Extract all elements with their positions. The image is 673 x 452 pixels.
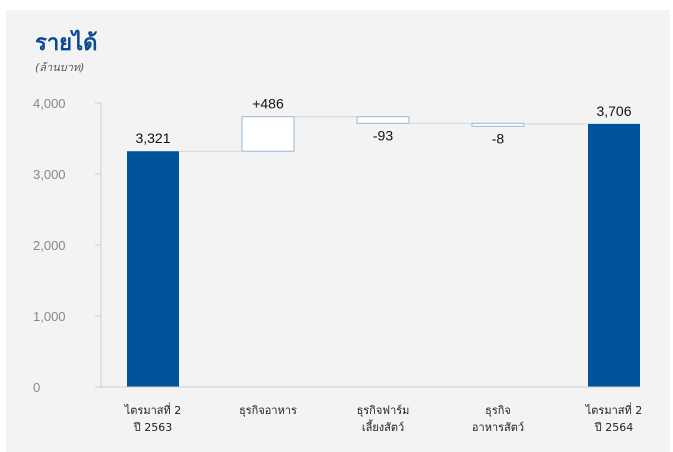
- data-label: 3,706: [596, 103, 631, 119]
- chart-panel: [6, 10, 670, 452]
- y-tick-label: 1,000: [33, 309, 66, 324]
- bar-delta: [241, 116, 295, 152]
- x-category-label: ธุรกิจอาหารสัตว์: [472, 404, 524, 434]
- y-tick-label: 3,000: [33, 167, 66, 182]
- x-category-label: ธุรกิจอาหาร: [239, 404, 297, 417]
- bar-delta: [471, 122, 525, 127]
- data-label: -8: [492, 130, 505, 146]
- bar-delta: [356, 116, 410, 124]
- data-label: 3,321: [135, 130, 170, 146]
- x-category-label: ไตรมาสที่ 2 ปี 2564: [585, 402, 642, 434]
- x-category-label: ธุรกิจฟาร์มเลี้ยงสัตว์: [357, 404, 410, 434]
- y-tick-label: 0: [33, 380, 40, 395]
- y-tick-label: 2,000: [33, 238, 66, 253]
- y-tick-label: 4,000: [33, 96, 66, 111]
- bar-total: [127, 151, 179, 387]
- chart-subtitle: (ล้านบาท): [35, 61, 85, 74]
- data-label: +486: [252, 96, 284, 112]
- chart-title: รายได้: [35, 31, 98, 56]
- bar-total: [588, 123, 640, 388]
- data-label: -93: [373, 127, 393, 143]
- x-category-label: ไตรมาสที่ 2 ปี 2563: [124, 402, 181, 434]
